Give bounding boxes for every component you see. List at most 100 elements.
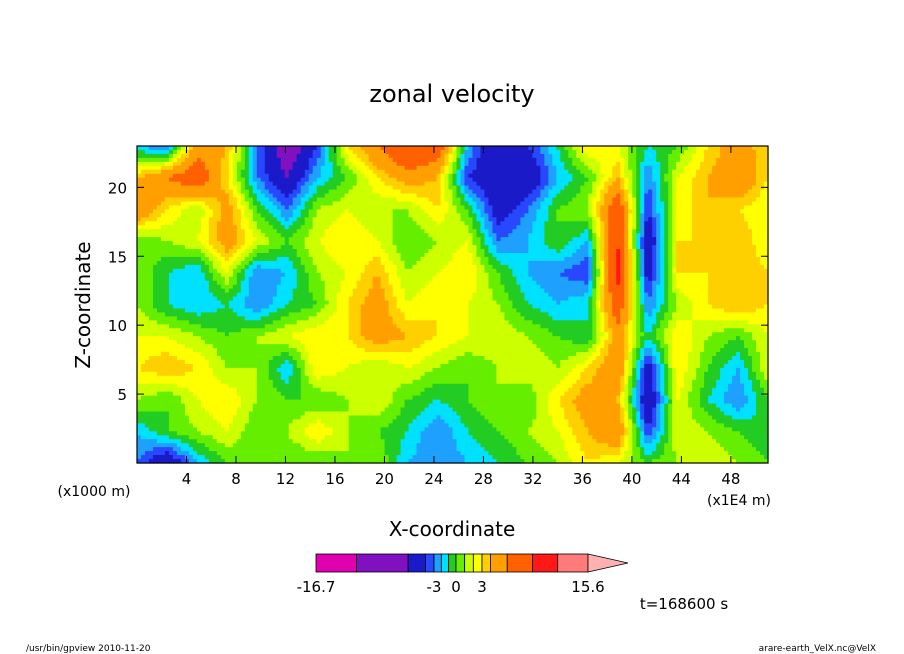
- heatmap-cell: [152, 146, 158, 151]
- heatmap-cell: [560, 201, 565, 207]
- heatmap-cell: [608, 157, 613, 163]
- heatmap-cell: [180, 205, 186, 210]
- heatmap-cell: [528, 149, 533, 155]
- heatmap-cell: [272, 260, 278, 266]
- heatmap-cell: [460, 201, 466, 207]
- heatmap-cell: [324, 177, 330, 183]
- heatmap-cell: [280, 189, 286, 195]
- heatmap-cell: [520, 161, 525, 167]
- heatmap-cell: [488, 209, 494, 214]
- heatmap-cell: [476, 209, 482, 214]
- heatmap-cell: [408, 165, 414, 171]
- heatmap-cell: [172, 256, 178, 262]
- heatmap-cell: [224, 217, 230, 222]
- heatmap-cell: [608, 181, 613, 187]
- heatmap-cell: [624, 146, 629, 151]
- heatmap-cell: [152, 241, 158, 246]
- heatmap-cell: [700, 252, 705, 258]
- heatmap-cell: [360, 205, 366, 210]
- heatmap-cell: [372, 157, 378, 163]
- heatmap-cell: [676, 169, 681, 175]
- heatmap-cell: [632, 237, 637, 242]
- heatmap-cell: [360, 217, 366, 222]
- heatmap-cell: [484, 193, 490, 199]
- heatmap-cell: [444, 237, 450, 242]
- heatmap-cell: [632, 173, 637, 179]
- heatmap-cell: [384, 201, 390, 207]
- heatmap-cell: [224, 146, 230, 151]
- heatmap-cell: [292, 260, 298, 266]
- heatmap-cell: [168, 189, 174, 195]
- heatmap-cell: [640, 165, 645, 171]
- heatmap-cell: [652, 201, 657, 207]
- heatmap-cell: [244, 268, 250, 274]
- heatmap-cell: [572, 153, 577, 159]
- heatmap-cell: [532, 153, 537, 159]
- heatmap-cell: [396, 256, 402, 262]
- heatmap-cell: [540, 173, 545, 179]
- heatmap-cell: [756, 209, 761, 214]
- heatmap-cell: [352, 221, 358, 226]
- heatmap-cell: [248, 213, 254, 218]
- heatmap-cell: [644, 264, 649, 270]
- heatmap-cell: [428, 256, 434, 262]
- heatmap-cell: [156, 161, 162, 167]
- heatmap-cell: [460, 149, 466, 155]
- heatmap-cell: [612, 260, 617, 266]
- heatmap-cell: [460, 245, 466, 250]
- heatmap-cell: [408, 268, 414, 274]
- heatmap-cell: [248, 181, 254, 187]
- heatmap-cell: [420, 209, 426, 214]
- heatmap-cell: [332, 177, 338, 183]
- heatmap-cell: [740, 233, 745, 238]
- heatmap-cell: [764, 153, 769, 159]
- heatmap-cell: [572, 225, 577, 230]
- heatmap-cell: [708, 157, 713, 163]
- heatmap-cell: [492, 237, 498, 242]
- heatmap-cell: [432, 177, 438, 183]
- heatmap-cell: [312, 185, 318, 191]
- heatmap-cell: [196, 201, 202, 207]
- heatmap-cell: [452, 213, 458, 218]
- heatmap-cell: [764, 201, 769, 207]
- heatmap-cell: [200, 225, 206, 230]
- heatmap-cell: [152, 161, 158, 167]
- heatmap-cell: [680, 185, 685, 191]
- heatmap-cell: [164, 146, 170, 151]
- heatmap-cell: [436, 146, 442, 151]
- heatmap-cell: [512, 193, 517, 199]
- heatmap-cell: [608, 201, 613, 207]
- heatmap-cell: [448, 249, 454, 254]
- heatmap-cell: [684, 205, 689, 210]
- heatmap-cell: [312, 249, 318, 254]
- heatmap-cell: [572, 237, 577, 242]
- heatmap-cell: [732, 146, 737, 151]
- heatmap-cell: [764, 146, 769, 151]
- heatmap-cell: [144, 201, 150, 207]
- heatmap-cell: [332, 165, 338, 171]
- heatmap-cell: [140, 169, 146, 175]
- heatmap-cell: [220, 181, 226, 187]
- heatmap-cell: [524, 252, 529, 258]
- heatmap-cell: [137, 241, 142, 246]
- heatmap-cell: [436, 213, 442, 218]
- heatmap-cell: [664, 185, 669, 191]
- heatmap-cell: [280, 256, 286, 262]
- heatmap-cell: [188, 149, 194, 155]
- heatmap-cell: [532, 169, 537, 175]
- heatmap-cell: [512, 237, 517, 242]
- heatmap-cell: [144, 161, 150, 167]
- heatmap-cell: [484, 217, 490, 222]
- heatmap-cell: [648, 241, 653, 246]
- heatmap-cell: [216, 181, 222, 187]
- heatmap-cell: [420, 181, 426, 187]
- heatmap-cell: [536, 217, 541, 222]
- heatmap-cell: [156, 256, 162, 262]
- heatmap-cell: [524, 189, 529, 195]
- heatmap-cell: [292, 149, 298, 155]
- heatmap-cell: [404, 241, 410, 246]
- heatmap-cell: [548, 201, 553, 207]
- heatmap-cell: [568, 165, 573, 171]
- heatmap-cell: [628, 225, 633, 230]
- heatmap-cell: [264, 181, 270, 187]
